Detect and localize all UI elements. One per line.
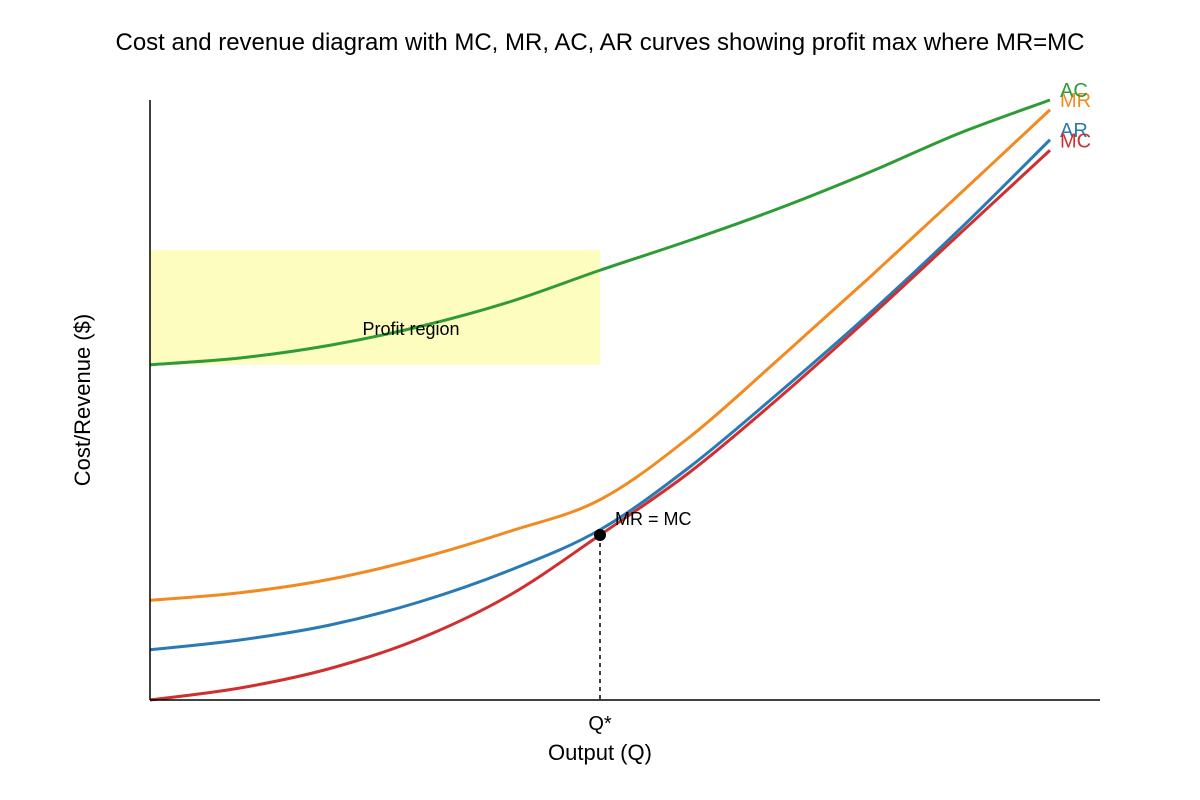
- series-label-ar: AR: [1060, 120, 1088, 142]
- profit-region-label: Profit region: [362, 319, 459, 339]
- chart-title: Cost and revenue diagram with MC, MR, AC…: [115, 29, 1084, 56]
- series-line-mc: [149, 149, 1052, 702]
- series-line-mr: [149, 108, 1052, 602]
- x-axis-label: Output (Q): [548, 740, 652, 765]
- series-label-mr: MR: [1060, 90, 1091, 112]
- series-line-ac: [149, 98, 1051, 367]
- series-line-ar: [149, 138, 1052, 652]
- y-axis-label: Cost/Revenue ($): [70, 314, 95, 486]
- equilibrium-point: [594, 529, 606, 541]
- profit-region: [150, 250, 600, 365]
- x-tick-label-q-star: Q*: [588, 713, 612, 735]
- series-label-mc: MC: [1060, 130, 1091, 152]
- equilibrium-label: MR = MC: [615, 509, 692, 529]
- series-label-ac: AC: [1060, 80, 1088, 102]
